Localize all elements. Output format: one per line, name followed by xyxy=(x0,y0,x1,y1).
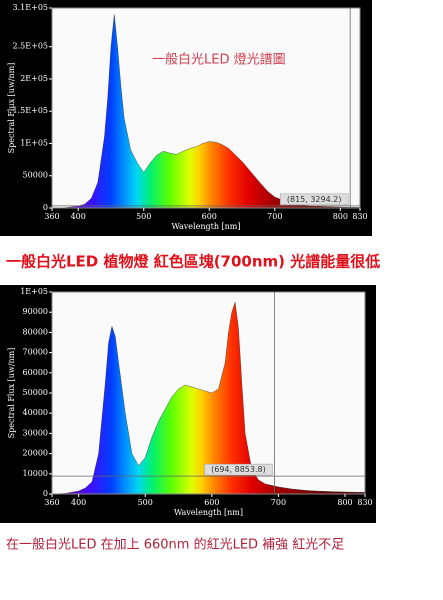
x-tick-label: 360 xyxy=(44,498,59,507)
x-tick-label: 500 xyxy=(138,498,153,507)
x-axis-label: Wavelength [nm] xyxy=(174,508,243,517)
annotation: 一般白光LED 燈光譜圖 xyxy=(152,52,286,68)
x-tick-label: 600 xyxy=(202,212,217,221)
y-tick-label: 10000 xyxy=(23,469,48,478)
y-tick-label: 70000 xyxy=(23,348,48,357)
y-axis-label: Spectral Flux [uw/nm] xyxy=(7,348,16,439)
x-tick-label: 830 xyxy=(352,212,367,221)
y-tick-label: 1E+05 xyxy=(20,287,48,296)
x-tick-label: 500 xyxy=(136,212,151,221)
x-tick-label: 700 xyxy=(271,498,286,507)
y-tick-label: 40000 xyxy=(23,408,48,417)
caption: 一般白光LED 植物燈 紅色區塊(700nm) 光譜能量很低 xyxy=(6,253,380,271)
cursor-label-box xyxy=(279,193,349,206)
x-tick-label: 800 xyxy=(337,498,352,507)
y-axis-label: Spectral Flux [uw/nm] xyxy=(7,63,16,154)
y-tick-label: 90000 xyxy=(23,307,48,316)
x-tick-label: 830 xyxy=(357,498,372,507)
y-tick-label: 80000 xyxy=(23,327,48,336)
x-tick-label: 800 xyxy=(333,212,348,221)
plot-frame xyxy=(51,7,361,209)
cursor-label-box xyxy=(204,463,273,476)
cursor-label: (694, 8853.8) xyxy=(211,465,266,474)
y-tick-label: 50000 xyxy=(23,388,48,397)
y-tick-label: 0 xyxy=(43,203,48,212)
y-tick-label: 1.5E+05 xyxy=(13,106,48,115)
x-tick-label: 400 xyxy=(71,212,86,221)
x-tick-label: 400 xyxy=(71,498,86,507)
x-tick-label: 700 xyxy=(267,212,282,221)
spectrum-area xyxy=(51,302,366,495)
y-tick-label: 2.5E+05 xyxy=(13,42,48,51)
x-axis-label: Wavelength [nm] xyxy=(171,222,240,231)
y-tick-label: 2E+05 xyxy=(20,74,48,83)
y-tick-label: 1E+05 xyxy=(20,138,48,147)
y-tick-label: 30000 xyxy=(23,428,48,437)
cursor-label: (815, 3294.2) xyxy=(287,195,342,204)
y-tick-label: 60000 xyxy=(23,368,48,377)
y-tick-label: 3.1E+05 xyxy=(13,3,48,12)
x-tick-label: 360 xyxy=(44,212,59,221)
x-tick-label: 600 xyxy=(204,498,219,507)
y-tick-label: 0 xyxy=(43,489,48,498)
caption: 在一般白光LED 在加上 660nm 的紅光LED 補強 紅光不足 xyxy=(6,537,344,553)
y-tick-label: 50000 xyxy=(23,171,48,180)
y-tick-label: 20000 xyxy=(23,449,48,458)
